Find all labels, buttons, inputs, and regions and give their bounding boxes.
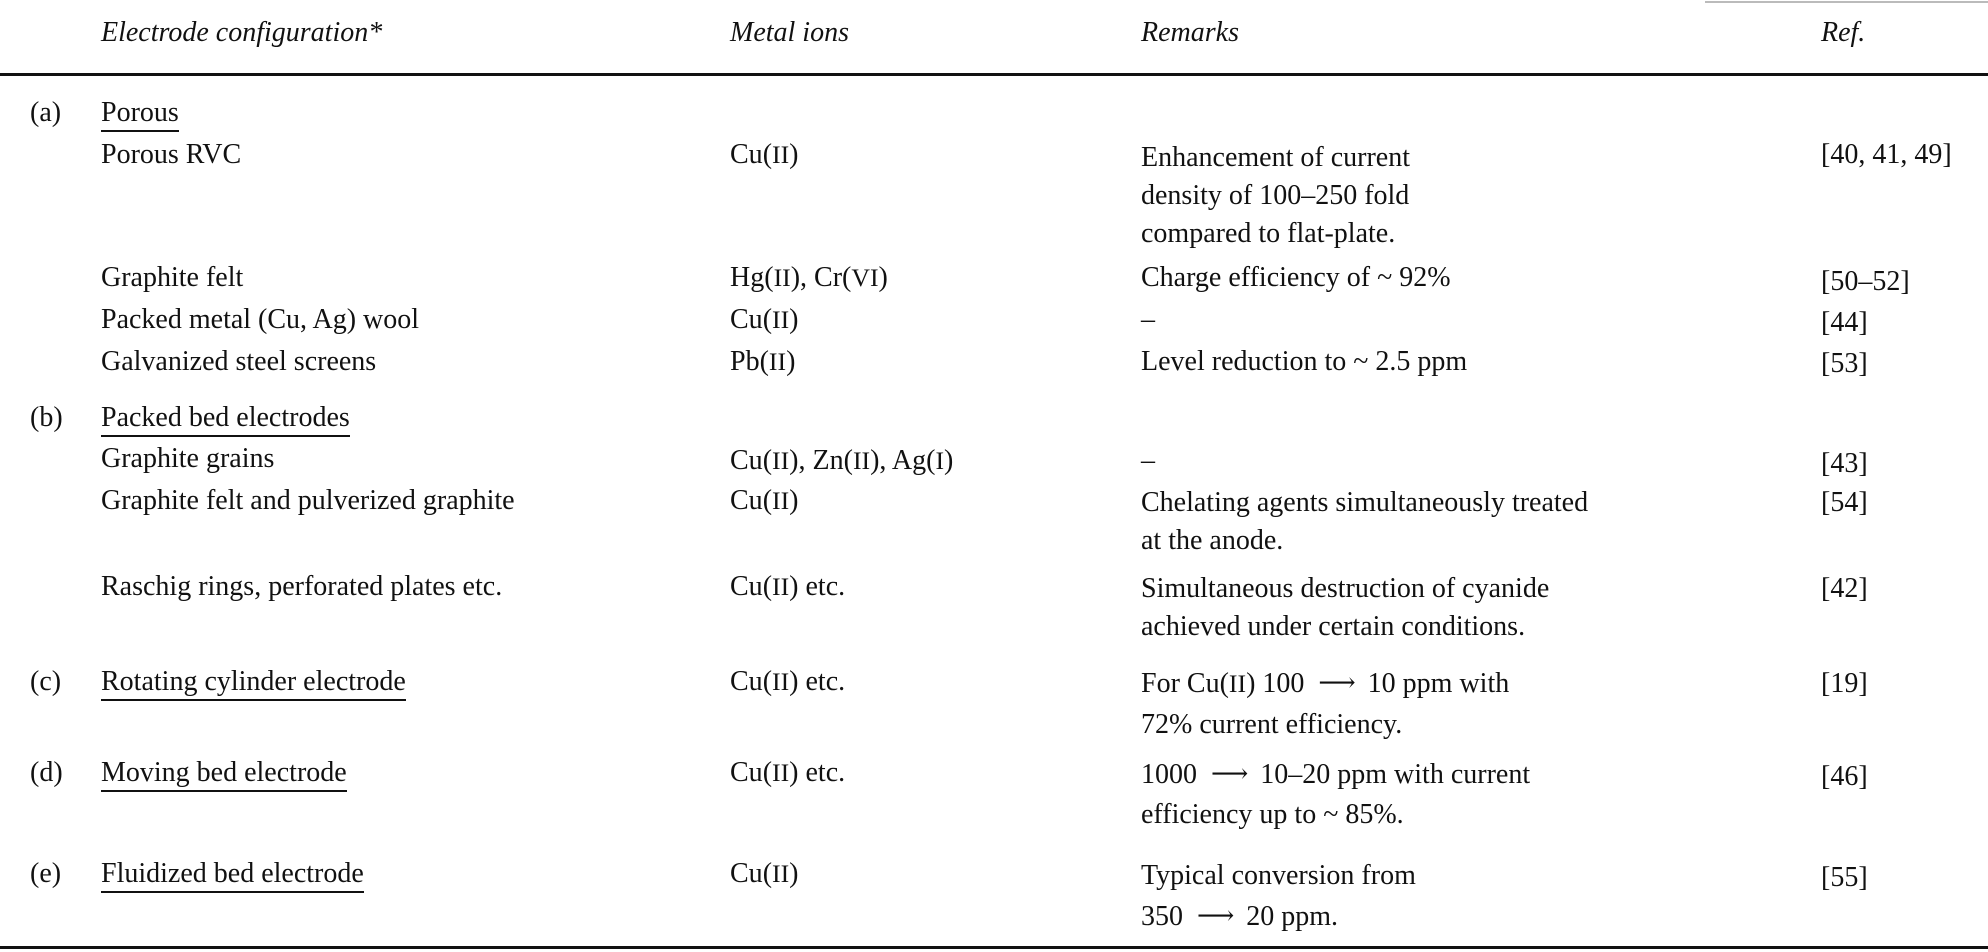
- remarks-graphite-felt-pulverized-2: at the anode.: [1141, 525, 1284, 556]
- group-label-a: (a): [30, 97, 62, 128]
- ref-galvanized-steel: [53]: [1821, 348, 1868, 379]
- electrode-porous-rvc: Porous RVC: [101, 139, 242, 170]
- ions-rotating: Cu(II) etc.: [730, 666, 846, 697]
- electrode-packed-metal-wool: Packed metal (Cu, Ag) wool: [101, 304, 420, 335]
- group-name-moving-bed: Moving bed electrode: [101, 757, 347, 792]
- electrode-graphite-grains: Graphite grains: [101, 443, 275, 474]
- ref-moving: [46]: [1821, 761, 1868, 792]
- remarks-packed-metal-wool: –: [1141, 304, 1155, 335]
- remarks-raschig-2: achieved under certain conditions.: [1141, 611, 1526, 642]
- group-label-e: (e): [30, 858, 62, 889]
- group-label-c: (c): [30, 666, 62, 697]
- ref-graphite-grains: [43]: [1821, 448, 1868, 479]
- remarks-fluidized-2: 350 ⟶ 20 ppm.: [1141, 901, 1339, 932]
- group-name-rotating-cylinder: Rotating cylinder electrode: [101, 666, 406, 701]
- remarks-moving-2: efficiency up to ~ 85%.: [1141, 799, 1404, 830]
- arrow-icon: ⟶: [1211, 759, 1248, 788]
- group-name-packed-bed: Packed bed electrodes: [101, 402, 350, 437]
- electrode-raschig: Raschig rings, perforated plates etc.: [101, 571, 503, 602]
- remarks-moving-1: 1000 ⟶ 10–20 ppm with current: [1141, 759, 1531, 790]
- remarks-fluidized-1: Typical conversion from: [1141, 860, 1416, 891]
- top-rule-fragment: [1705, 1, 1988, 3]
- header-metal-ions: Metal ions: [730, 17, 849, 48]
- ref-porous-rvc: [40, 41, 49]: [1821, 139, 1952, 170]
- electrode-graphite-felt: Graphite felt: [101, 262, 244, 293]
- remarks-rotating-1: For Cu(II) 100 ⟶ 10 ppm with: [1141, 668, 1510, 699]
- electrode-galvanized-steel: Galvanized steel screens: [101, 346, 377, 377]
- arrow-icon: ⟶: [1318, 668, 1355, 697]
- header-ref: Ref.: [1821, 17, 1866, 48]
- remarks-raschig-1: Simultaneous destruction of cyanide: [1141, 573, 1550, 604]
- group-label-d: (d): [30, 757, 63, 788]
- footer-rule: [0, 946, 1988, 949]
- remarks-galvanized-steel: Level reduction to ~ 2.5 ppm: [1141, 346, 1468, 377]
- ref-fluidized: [55]: [1821, 862, 1868, 893]
- group-label-b: (b): [30, 402, 63, 433]
- group-name-porous: Porous: [101, 97, 179, 132]
- remarks-graphite-felt-pulverized-1: Chelating agents simultaneously treated: [1141, 487, 1589, 518]
- remarks-graphite-felt: Charge efficiency of ~ 92%: [1141, 262, 1451, 293]
- header-rule: [0, 73, 1988, 76]
- ions-galvanized-steel: Pb(II): [730, 346, 796, 377]
- group-name-fluidized-bed: Fluidized bed electrode: [101, 858, 364, 893]
- ions-raschig: Cu(II) etc.: [730, 571, 846, 602]
- ions-packed-metal-wool: Cu(II): [730, 304, 799, 335]
- remarks-porous-rvc-1: Enhancement of current: [1141, 142, 1410, 173]
- ions-fluidized: Cu(II): [730, 858, 799, 889]
- ions-moving: Cu(II) etc.: [730, 757, 846, 788]
- remarks-porous-rvc-2: density of 100–250 fold: [1141, 180, 1410, 211]
- ref-raschig: [42]: [1821, 573, 1868, 604]
- electrode-graphite-felt-pulverized: Graphite felt and pulverized graphite: [101, 485, 515, 516]
- ions-graphite-felt: Hg(II), Cr(VI): [730, 262, 888, 293]
- ref-graphite-felt: [50–52]: [1821, 266, 1910, 297]
- ions-porous-rvc: Cu(II): [730, 139, 799, 170]
- ions-graphite-felt-pulverized: Cu(II): [730, 485, 799, 516]
- remarks-graphite-grains: –: [1141, 445, 1155, 476]
- arrow-icon: ⟶: [1197, 901, 1234, 930]
- ions-graphite-grains: Cu(II), Zn(II), Ag(I): [730, 445, 954, 476]
- header-remarks: Remarks: [1141, 17, 1239, 48]
- ref-packed-metal-wool: [44]: [1821, 307, 1868, 338]
- header-electrode: Electrode configuration*: [101, 17, 383, 48]
- remarks-rotating-2: 72% current efficiency.: [1141, 709, 1403, 740]
- remarks-porous-rvc-3: compared to flat-plate.: [1141, 218, 1396, 249]
- ref-graphite-felt-pulverized: [54]: [1821, 487, 1868, 518]
- ref-rotating: [19]: [1821, 668, 1868, 699]
